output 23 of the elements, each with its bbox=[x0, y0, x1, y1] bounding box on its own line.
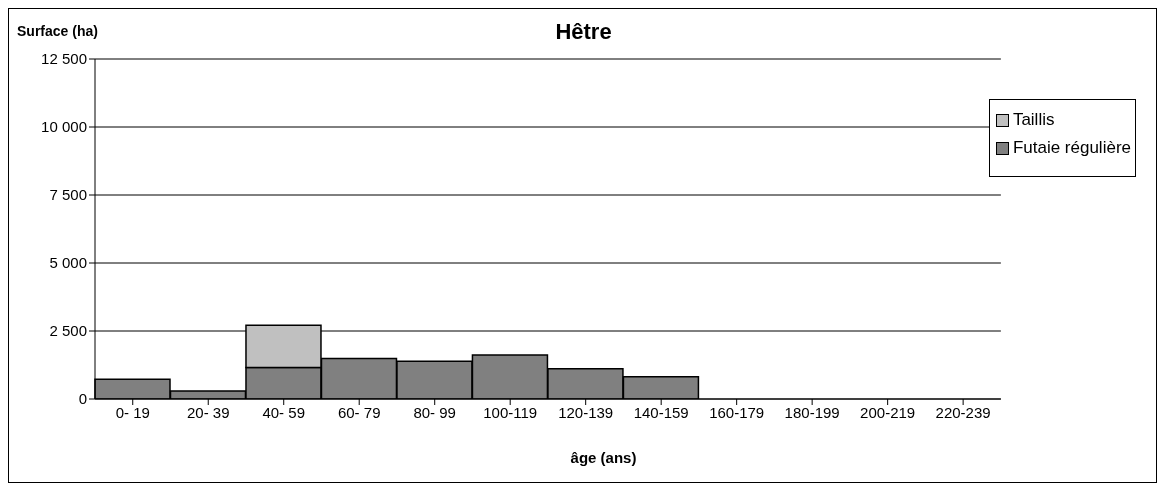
y-tick-label: 10 000 bbox=[41, 118, 87, 136]
y-tick-label: 5 000 bbox=[49, 254, 87, 272]
x-tick-label: 180-199 bbox=[784, 403, 840, 421]
y-axis-title: Surface (ha) bbox=[17, 23, 98, 39]
x-tick-label: 160-179 bbox=[709, 403, 765, 421]
y-tick-label: 2 500 bbox=[49, 322, 87, 340]
x-tick-label: 100-119 bbox=[483, 403, 538, 421]
x-tick-label: 220-239 bbox=[935, 403, 991, 421]
x-tick-label: 40- 59 bbox=[262, 403, 305, 421]
x-axis-title: âge (ans) bbox=[569, 449, 638, 466]
x-tick-label: 60- 79 bbox=[337, 403, 381, 421]
x-tick-label: 120-139 bbox=[558, 403, 614, 421]
y-tick-label: 12 500 bbox=[41, 50, 87, 68]
legend-label: Taillis bbox=[1012, 110, 1055, 130]
legend-label: Futaie régulière bbox=[1012, 138, 1131, 158]
chart-title: Hêtre bbox=[555, 19, 612, 44]
x-tick-label: 200-219 bbox=[860, 403, 916, 421]
x-tick-label: 20- 39 bbox=[186, 403, 230, 421]
x-tick-label: 0- 19 bbox=[115, 403, 150, 421]
x-tick-label: 140-159 bbox=[633, 403, 689, 421]
y-tick-label: 0 bbox=[78, 390, 87, 408]
y-tick-label: 7 500 bbox=[49, 186, 87, 204]
x-tick-label: 80- 99 bbox=[413, 403, 456, 421]
